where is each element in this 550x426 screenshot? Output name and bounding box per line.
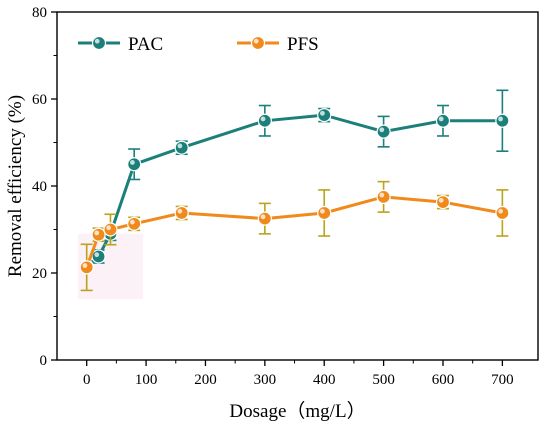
pfs-marker-shine <box>106 225 112 231</box>
pac-marker-shine <box>260 116 266 122</box>
pac-marker <box>495 113 510 128</box>
pfs-marker <box>435 194 451 210</box>
pfs-point <box>495 205 510 221</box>
pfs-point <box>317 205 332 221</box>
pac-marker-shine <box>320 110 325 116</box>
pac-point <box>91 249 106 264</box>
pac-marker <box>317 107 332 123</box>
x-tick-label: 600 <box>432 372 455 388</box>
pac-marker-shine <box>94 252 100 258</box>
pfs-marker <box>376 189 391 204</box>
pac-marker-shine <box>177 143 183 149</box>
x-tick-label: 100 <box>135 372 158 388</box>
pfs-point <box>376 189 391 204</box>
legend-marker-shine-pac <box>94 38 100 44</box>
pac-point <box>495 113 510 128</box>
pfs-point <box>257 211 272 226</box>
y-tick-label: 60 <box>32 92 47 108</box>
axes-layer: 0 100 200 300 400 500 600 700 0 20 40 60 80 Dosage（mg… <box>5 5 539 422</box>
pfs-point <box>174 205 189 221</box>
pac-series-line <box>85 113 503 268</box>
x-tick-label: 200 <box>194 372 217 388</box>
pfs-point <box>91 227 106 242</box>
pac-point <box>174 140 189 155</box>
x-tick-label: 300 <box>254 372 277 388</box>
pfs-marker-shine <box>438 197 444 203</box>
x-tick-label: 0 <box>83 372 91 388</box>
x-tick-label: 700 <box>491 372 514 388</box>
legend: PAC PFS <box>78 34 319 55</box>
x-tick-label: 500 <box>372 372 395 388</box>
x-axis-label: Dosage（mg/L） <box>229 400 365 422</box>
pac-marker <box>257 113 272 128</box>
pac-marker-shine <box>129 160 135 165</box>
pfs-marker <box>79 260 94 275</box>
pfs-marker-shine <box>320 208 325 214</box>
legend-item-pac: PAC <box>78 34 163 55</box>
pfs-marker-shine <box>177 208 183 214</box>
pfs-marker <box>127 216 142 231</box>
pac-point <box>127 157 142 172</box>
plot-frame <box>56 11 539 361</box>
pac-marker-shine <box>498 116 503 122</box>
pac-marker-shine <box>379 127 385 133</box>
y-tick-label: 20 <box>32 266 47 282</box>
x-tick-label: 400 <box>313 372 336 388</box>
pac-marker <box>174 140 189 155</box>
pac-point <box>257 113 272 128</box>
pfs-marker-shine <box>82 263 88 268</box>
y-tick-label: 0 <box>40 353 48 369</box>
plot-layer <box>77 89 510 300</box>
pfs-marker <box>495 205 510 221</box>
pfs-point <box>435 194 451 210</box>
pfs-marker <box>174 205 189 221</box>
pfs-marker-shine <box>94 230 100 236</box>
pfs-marker <box>91 227 106 242</box>
legend-label-pac: PAC <box>128 34 163 55</box>
y-tick-label: 80 <box>32 5 47 21</box>
pfs-marker-shine <box>260 214 266 220</box>
y-tick-label: 40 <box>32 179 47 195</box>
pac-marker <box>376 124 391 139</box>
legend-marker-shine-pfs <box>253 38 259 44</box>
y-axis-label: Removal efficiency (%) <box>5 95 26 277</box>
pfs-point <box>103 222 118 237</box>
pac-marker-shine <box>438 116 444 122</box>
pac-marker <box>91 249 106 264</box>
pfs-marker <box>317 205 332 221</box>
pfs-point <box>79 260 94 275</box>
pfs-marker <box>103 222 118 237</box>
pac-point <box>376 124 391 139</box>
legend-marker-pfs <box>250 35 266 51</box>
pac-marker <box>435 113 451 128</box>
pac-point <box>317 107 332 123</box>
pfs-marker-shine <box>379 192 385 198</box>
pfs-marker-shine <box>129 219 135 225</box>
legend-item-pfs: PFS <box>237 34 319 55</box>
pfs-point <box>127 216 142 231</box>
legend-label-pfs: PFS <box>287 34 319 55</box>
pac-point <box>435 113 451 128</box>
legend-marker-pac <box>91 35 107 51</box>
pac-marker <box>127 157 142 172</box>
pfs-marker <box>257 211 272 226</box>
pfs-marker-shine <box>498 208 503 214</box>
